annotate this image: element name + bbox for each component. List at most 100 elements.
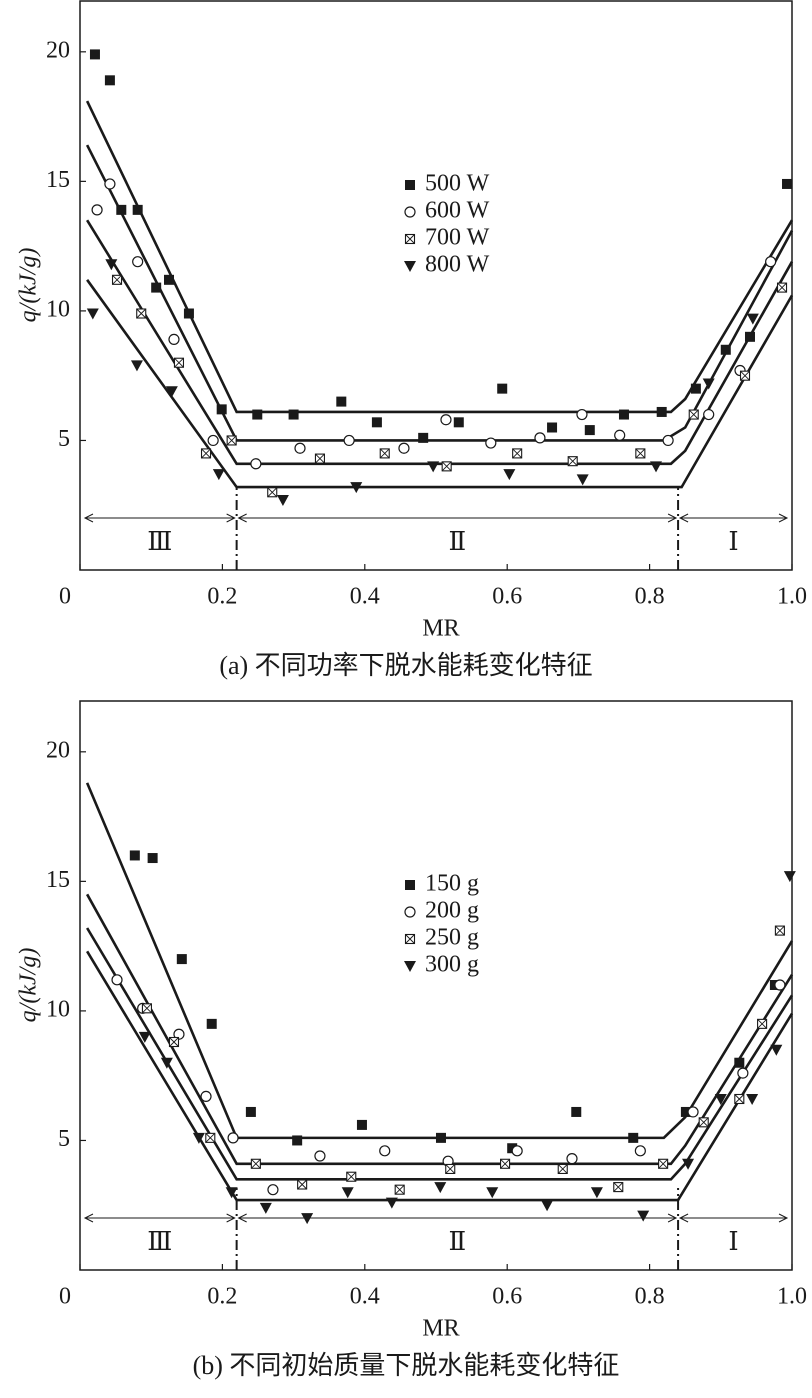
fit-line bbox=[86, 279, 794, 489]
triangle-marker bbox=[341, 1187, 354, 1199]
square-marker bbox=[720, 344, 731, 355]
data-point bbox=[252, 409, 263, 420]
data-point bbox=[111, 274, 123, 285]
data-point bbox=[259, 1202, 272, 1214]
square-marker bbox=[116, 204, 127, 215]
box-cross bbox=[136, 308, 147, 319]
triangle-marker bbox=[165, 386, 178, 398]
circle-marker bbox=[207, 434, 219, 447]
data-point bbox=[440, 414, 452, 426]
chart: 0 0.2 0.4 0.6 0.8 1.0 5 10 15 20 MR q/(kJ/g) (b) 不同初… bbox=[16, 700, 807, 1380]
box-cross bbox=[394, 1184, 405, 1195]
x-tick-label: 0.6 bbox=[492, 584, 522, 610]
circle-marker bbox=[634, 1145, 646, 1157]
x-tick-label: 0.2 bbox=[207, 584, 237, 610]
square-marker bbox=[245, 1106, 256, 1117]
triangle-marker bbox=[105, 259, 118, 271]
region-arrow bbox=[237, 513, 678, 523]
x-tick-label: 1.0 bbox=[777, 1284, 807, 1310]
data-point bbox=[130, 360, 143, 372]
fit-line bbox=[86, 927, 794, 1181]
data-point bbox=[590, 1187, 603, 1199]
data-point bbox=[105, 259, 118, 271]
y-tick-label: 15 bbox=[46, 167, 70, 193]
square-marker bbox=[176, 954, 187, 965]
x-tick-label: 0.6 bbox=[492, 1284, 522, 1310]
data-point bbox=[288, 409, 299, 420]
data-point bbox=[385, 1197, 398, 1209]
data-point bbox=[547, 422, 558, 433]
data-point bbox=[192, 1132, 205, 1144]
triangle-marker bbox=[86, 308, 99, 320]
data-point bbox=[205, 1132, 216, 1143]
circle-marker bbox=[687, 1106, 699, 1118]
data-point bbox=[770, 1044, 783, 1056]
data-point bbox=[618, 409, 629, 420]
data-point bbox=[634, 1145, 646, 1157]
box-cross bbox=[512, 448, 522, 459]
data-point bbox=[566, 1152, 578, 1165]
legend-label: 800 W bbox=[425, 252, 490, 278]
square-marker bbox=[656, 406, 667, 417]
data-point bbox=[250, 1158, 261, 1169]
data-point bbox=[336, 396, 347, 407]
data-point bbox=[650, 461, 663, 473]
legend-marker bbox=[404, 233, 416, 245]
data-point bbox=[500, 1158, 511, 1169]
box-cross bbox=[557, 1164, 568, 1174]
caption: (b) 不同初始质量下脱水能耗变化特征 bbox=[193, 1351, 620, 1380]
circle-marker bbox=[343, 434, 355, 447]
circle-marker bbox=[614, 429, 626, 441]
data-point bbox=[757, 1018, 768, 1029]
square-marker bbox=[571, 1106, 582, 1117]
data-point bbox=[225, 1187, 238, 1199]
data-point bbox=[379, 448, 390, 459]
triangle-marker bbox=[746, 1094, 759, 1105]
circle-marker bbox=[111, 974, 123, 986]
data-point bbox=[314, 1150, 326, 1162]
circle-marker bbox=[132, 256, 144, 268]
square-marker bbox=[680, 1106, 691, 1117]
fit-line bbox=[85, 893, 794, 1166]
circle-marker bbox=[379, 1145, 391, 1157]
box-cross bbox=[658, 1158, 668, 1169]
data-point bbox=[613, 1182, 624, 1193]
box-cross bbox=[698, 1117, 709, 1128]
data-point bbox=[687, 1106, 699, 1118]
box-cross bbox=[500, 1158, 510, 1169]
circle-marker bbox=[576, 408, 588, 421]
region-label: Ⅲ bbox=[147, 527, 172, 556]
square-marker bbox=[628, 1132, 639, 1143]
data-point bbox=[227, 1132, 239, 1144]
triangle-marker bbox=[427, 461, 440, 473]
data-point bbox=[89, 49, 100, 60]
square-marker bbox=[288, 409, 299, 420]
legend-marker bbox=[405, 180, 415, 190]
box-cross bbox=[315, 453, 325, 464]
region-arrow bbox=[678, 1213, 789, 1223]
square-marker bbox=[216, 404, 227, 415]
box-cross bbox=[112, 274, 122, 285]
circle-marker bbox=[534, 432, 546, 444]
region-label: Ⅱ bbox=[449, 1227, 467, 1256]
circle-marker bbox=[314, 1150, 326, 1162]
square-marker bbox=[104, 75, 115, 86]
data-point bbox=[739, 370, 751, 381]
circle-marker bbox=[511, 1145, 523, 1157]
x-tick-label: 0.8 bbox=[635, 1284, 665, 1310]
data-point bbox=[427, 461, 440, 473]
data-point bbox=[703, 408, 715, 421]
data-point bbox=[635, 448, 646, 459]
circle-marker bbox=[440, 414, 452, 426]
legend-marker bbox=[404, 933, 416, 945]
data-point bbox=[250, 458, 262, 470]
data-point bbox=[698, 1117, 709, 1128]
square-marker bbox=[292, 1135, 303, 1146]
circle-marker bbox=[91, 204, 103, 216]
data-point bbox=[173, 357, 185, 368]
triangle-marker bbox=[225, 1187, 238, 1199]
circle-marker bbox=[703, 408, 715, 421]
legend-marker bbox=[404, 261, 416, 272]
data-point bbox=[783, 871, 796, 883]
